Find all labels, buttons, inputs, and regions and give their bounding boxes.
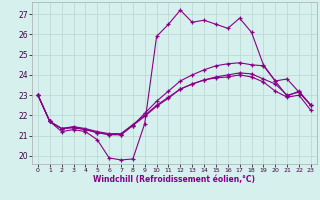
- X-axis label: Windchill (Refroidissement éolien,°C): Windchill (Refroidissement éolien,°C): [93, 175, 255, 184]
